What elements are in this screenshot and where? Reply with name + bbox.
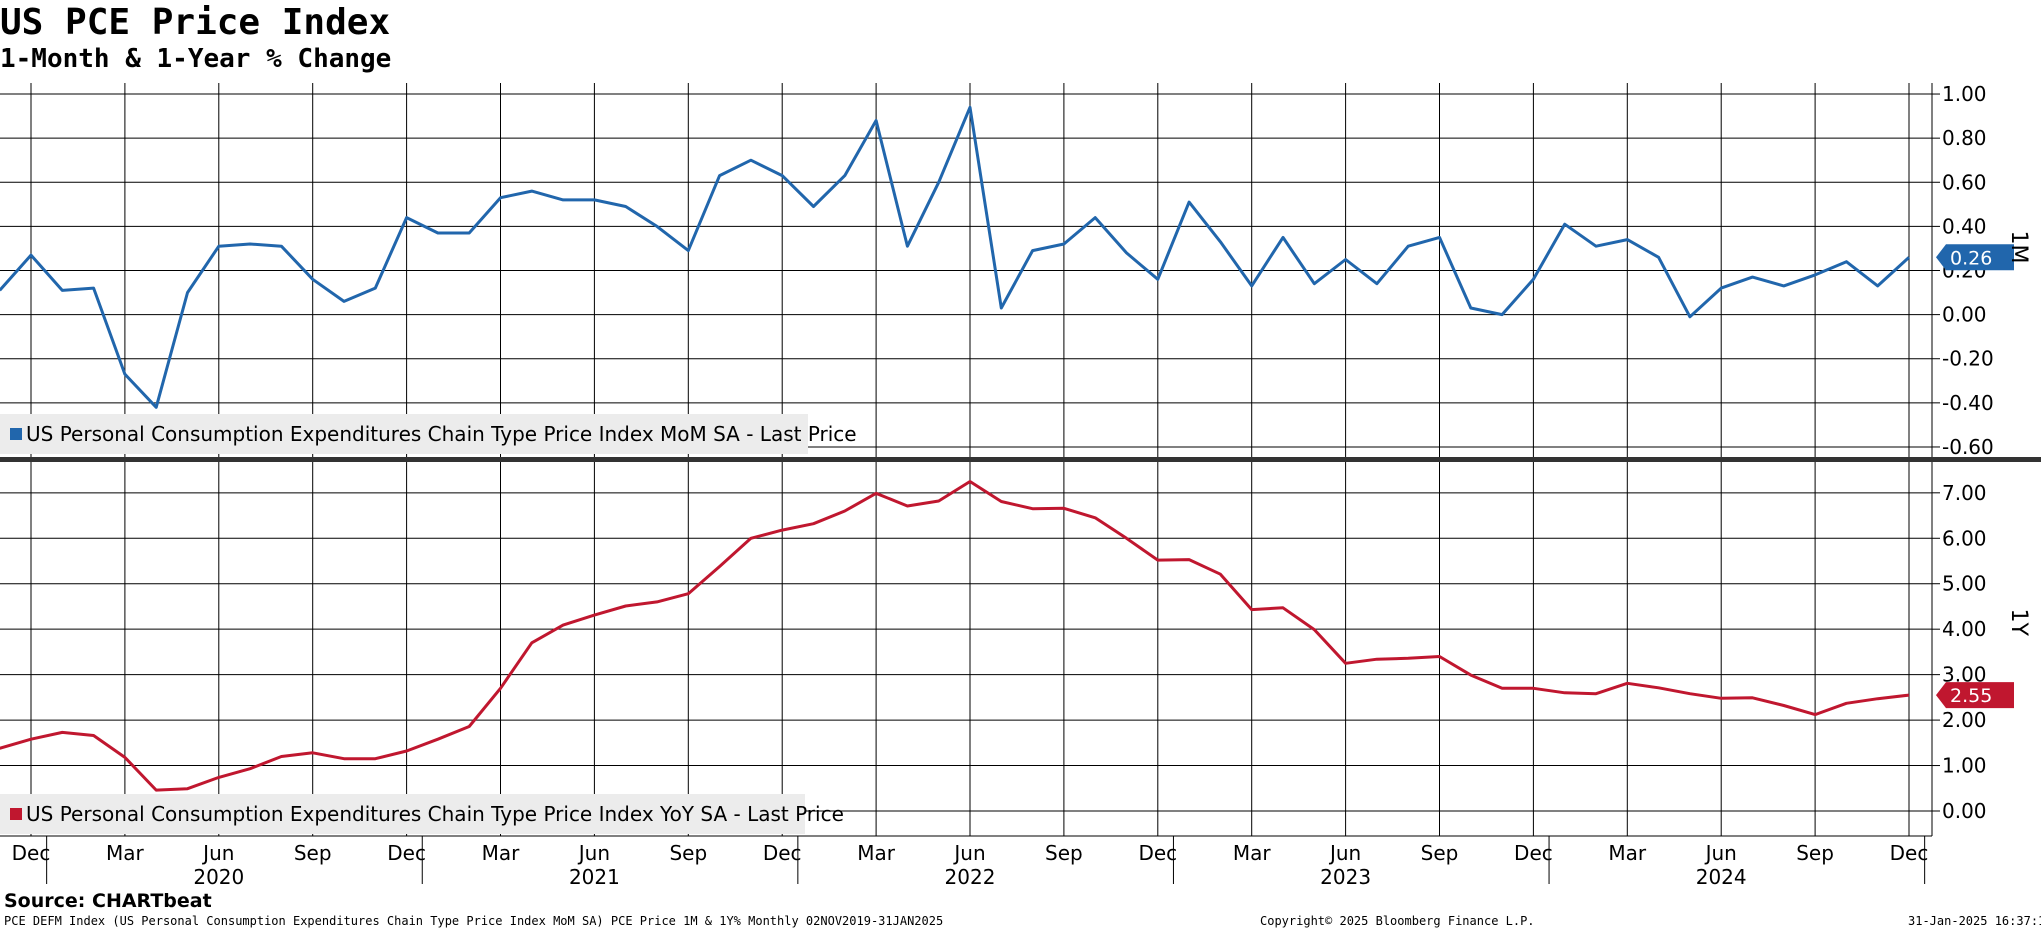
x-month-label: Dec xyxy=(1890,841,1929,865)
legend-yoy-swatch xyxy=(10,807,22,820)
panel-separator xyxy=(0,457,2041,462)
footer-copyright: Copyright© 2025 Bloomberg Finance L.P. xyxy=(1260,914,1535,928)
series-line-mom xyxy=(0,105,1911,409)
x-month-label: Jun xyxy=(201,841,234,865)
legend-yoy: US Personal Consumption Expenditures Cha… xyxy=(0,794,844,834)
x-month-label: Sep xyxy=(1045,841,1083,865)
x-month-label: Mar xyxy=(857,841,896,865)
footer-source: Source: CHARTbeat xyxy=(4,890,212,912)
y-tick-label: 1.00 xyxy=(1942,754,1987,778)
legend-yoy-label: US Personal Consumption Expenditures Cha… xyxy=(26,802,844,826)
chart-subtitle: 1-Month & 1-Year % Change xyxy=(0,44,392,74)
x-year-label: 2023 xyxy=(1320,865,1371,889)
y-tick-label: 1.00 xyxy=(1942,82,1987,106)
x-month-label: Jun xyxy=(1704,841,1737,865)
y-tick-label: -0.20 xyxy=(1942,347,1994,371)
x-month-label: Sep xyxy=(1421,841,1459,865)
panel-axis-label: 1Y xyxy=(2006,609,2031,637)
x-month-label: Sep xyxy=(294,841,332,865)
y-tick-label: 0.00 xyxy=(1942,799,1987,823)
last-value-label: 0.26 xyxy=(1950,247,1992,269)
y-tick-label: -0.60 xyxy=(1942,435,1994,459)
footer-ticker: PCE DEFM Index (US Personal Consumption … xyxy=(4,914,944,928)
x-month-label: Dec xyxy=(387,841,426,865)
y-tick-label: 0.60 xyxy=(1942,170,1987,194)
y-tick-label: 4.00 xyxy=(1942,617,1987,641)
x-month-label: Jun xyxy=(952,841,985,865)
y-tick-label: 5.00 xyxy=(1942,572,1987,596)
x-year-label: 2021 xyxy=(569,865,620,889)
x-month-label: Sep xyxy=(669,841,707,865)
last-value-label: 2.55 xyxy=(1950,685,1992,707)
y-tick-label: 0.80 xyxy=(1942,126,1987,150)
chart-title: US PCE Price Index xyxy=(0,2,391,43)
x-year-label: 2020 xyxy=(193,865,244,889)
y-tick-label: 7.00 xyxy=(1942,481,1987,505)
x-month-label: Mar xyxy=(1608,841,1647,865)
legend-mom-swatch xyxy=(10,427,22,440)
x-month-label: Dec xyxy=(763,841,802,865)
panel-axis-label: 1M xyxy=(2006,231,2031,264)
last-value-tag xyxy=(1936,682,2014,709)
x-year-label: 2024 xyxy=(1696,865,1747,889)
y-tick-label: 6.00 xyxy=(1942,526,1987,550)
x-month-label: Mar xyxy=(106,841,145,865)
footer-timestamp: 31-Jan-2025 16:37:19 xyxy=(1908,914,2041,928)
series-line-yoy xyxy=(0,480,1910,792)
y-tick-label: 0.40 xyxy=(1942,214,1987,238)
x-month-label: Mar xyxy=(1233,841,1272,865)
legend-mom-label: US Personal Consumption Expenditures Cha… xyxy=(26,422,857,446)
x-year-label: 2022 xyxy=(945,865,996,889)
x-month-label: Dec xyxy=(12,841,51,865)
x-month-label: Sep xyxy=(1796,841,1834,865)
legend-mom: US Personal Consumption Expenditures Cha… xyxy=(0,414,857,454)
x-month-label: Jun xyxy=(577,841,610,865)
x-month-label: Dec xyxy=(1514,841,1553,865)
y-tick-label: 2.00 xyxy=(1942,708,1987,732)
y-tick-label: -0.40 xyxy=(1942,391,1994,415)
x-month-label: Jun xyxy=(1328,841,1361,865)
last-value-tag xyxy=(1936,244,2014,271)
y-tick-label: 0.00 xyxy=(1942,303,1987,327)
x-month-label: Mar xyxy=(482,841,521,865)
x-month-label: Dec xyxy=(1138,841,1177,865)
